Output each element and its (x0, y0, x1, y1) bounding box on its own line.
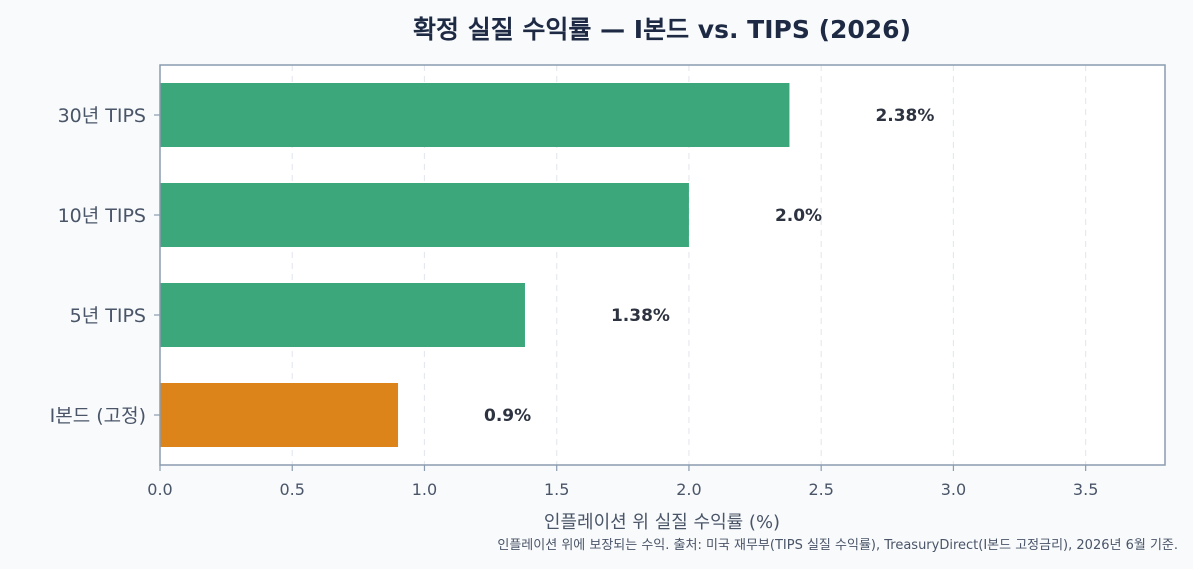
y-tick-label: 10년 TIPS (58, 205, 146, 227)
x-tick-label: 0.5 (280, 480, 305, 499)
bar (160, 283, 525, 347)
y-tick-label: 30년 TIPS (58, 105, 146, 127)
bar (160, 83, 790, 147)
bar-value-label: 2.0% (775, 206, 822, 226)
chart-title: 확정 실질 수익률 — I본드 vs. TIPS (2026) (413, 15, 911, 44)
y-tick-label: I본드 (고정) (50, 405, 146, 427)
y-axis-ticks: 30년 TIPS 10년 TIPS 5년 TIPS I본드 (고정) (50, 105, 160, 427)
x-tick-label: 0.0 (147, 480, 172, 499)
bar (160, 383, 399, 447)
bar-value-label: 2.38% (875, 106, 934, 126)
bar (160, 183, 689, 247)
y-tick-label: 5년 TIPS (70, 305, 146, 327)
value-labels: 2.38% 2.0% 1.38% 0.9% (484, 106, 934, 426)
x-tick-label: 3.0 (941, 480, 966, 499)
x-tick-label: 3.5 (1073, 480, 1098, 499)
bar-value-label: 1.38% (611, 306, 670, 326)
x-axis-ticks: 0.0 0.5 1.0 1.5 2.0 2.5 3.0 3.5 (147, 465, 1098, 499)
x-tick-label: 2.5 (808, 480, 833, 499)
x-tick-label: 1.5 (544, 480, 569, 499)
x-tick-label: 2.0 (676, 480, 701, 499)
plot-frame (159, 64, 1166, 466)
x-tick-label: 1.0 (412, 480, 437, 499)
bar-value-label: 0.9% (484, 406, 531, 426)
footnote: 인플레이션 위에 보장되는 수익. 출처: 미국 재무부(TIPS 실질 수익률… (497, 538, 1178, 553)
x-axis-label: 인플레이션 위 실질 수익률 (%) (544, 512, 780, 533)
bars (160, 83, 790, 447)
